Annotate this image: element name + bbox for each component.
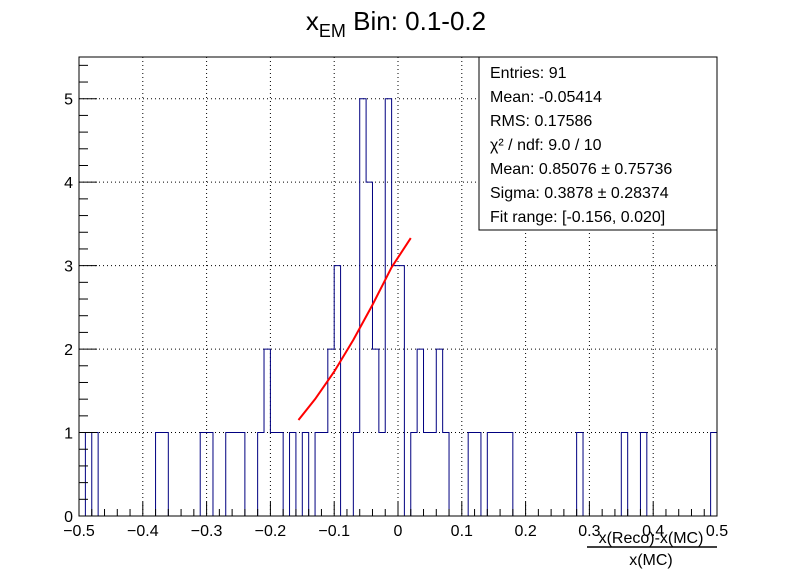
histogram-bin: [385, 99, 391, 516]
xlabel-numerator: x(Reco)-x(MC): [599, 530, 704, 547]
fit-curve: [297, 237, 412, 421]
x-tick-label: −0.5: [63, 523, 95, 540]
histogram-bin: [711, 433, 717, 516]
histogram-bin: [334, 266, 340, 516]
histogram-bin: [621, 433, 627, 516]
x-tick-label: 0.4: [642, 523, 664, 540]
histogram-bin: [468, 433, 474, 516]
histogram-bin: [411, 433, 417, 516]
histogram-bin: [360, 99, 366, 516]
y-tick-label: 0: [64, 509, 73, 526]
xlabel-denominator: x(MC): [629, 552, 673, 569]
histogram-bin: [379, 433, 385, 516]
histogram-bin: [156, 433, 162, 516]
histogram-bin: [162, 433, 168, 516]
y-tick-label: 1: [64, 426, 73, 443]
stats-line: Entries: 91: [490, 65, 567, 82]
x-tick-label: −0.3: [191, 523, 223, 540]
x-tick-label: 0.5: [706, 523, 728, 540]
x-tick-label: 0.1: [451, 523, 473, 540]
stats-box: [478, 56, 718, 231]
histogram-bin: [640, 433, 646, 516]
histogram-bin: [302, 433, 308, 516]
histogram-bin: [506, 433, 512, 516]
histogram-bin: [239, 433, 245, 516]
x-tick-label: −0.2: [255, 523, 287, 540]
fit-layer: [297, 237, 412, 421]
stats-line: χ² / ndf: 9.0 / 10: [490, 137, 602, 154]
chart-title: xEM Bin: 0.1-0.2: [306, 6, 486, 41]
histogram-bin: [290, 433, 296, 516]
histogram-bin: [92, 433, 98, 516]
histogram-bin: [207, 433, 213, 516]
histogram-bin: [577, 433, 583, 516]
histogram-bin: [353, 433, 359, 516]
stats-line: Mean: 0.85076 ± 0.75736: [490, 161, 672, 178]
y-tick-label: 4: [64, 175, 73, 192]
histogram-bin: [417, 349, 423, 516]
stats-line: Mean: -0.05414: [490, 89, 602, 106]
x-tick-label: 0.3: [578, 523, 600, 540]
x-tick-label: −0.1: [318, 523, 350, 540]
histogram-bin: [398, 266, 404, 516]
histogram-bin: [475, 433, 481, 516]
histogram-bin: [500, 433, 506, 516]
title-rest: Bin: 0.1-0.2: [346, 6, 486, 36]
histogram-bin: [494, 433, 500, 516]
histogram-bin: [424, 433, 430, 516]
histogram-bin: [270, 433, 276, 516]
title-main: x: [306, 6, 319, 36]
histogram-bin: [321, 433, 327, 516]
y-tick-label: 2: [64, 342, 73, 359]
y-tick-label: 3: [64, 259, 73, 276]
histogram-bin: [200, 433, 206, 516]
stats-line: Sigma: 0.3878 ± 0.28374: [490, 185, 669, 202]
histogram-bin: [430, 433, 436, 516]
x-tick-label: 0.2: [514, 523, 536, 540]
histogram-bin: [443, 433, 449, 516]
histogram-bin: [258, 433, 264, 516]
axis-layer: −0.5 −0.4 −0.3 −0.2 −0.1 0 0.1 0.2 0.3 0.4 0.5 0 1 2 3…: [63, 64, 728, 540]
histogram-bin: [226, 433, 232, 516]
stats-line: Fit range: [-0.156, 0.020]: [490, 209, 665, 226]
y-tick-label: 5: [64, 92, 73, 109]
histogram-bin: [79, 433, 85, 516]
histogram-bin: [232, 433, 238, 516]
histogram-bin: [392, 266, 398, 516]
histogram-bin: [315, 433, 321, 516]
stats-line: RMS: 0.17586: [490, 113, 592, 130]
stats-layer: Entries: 91 Mean: -0.05414 RMS: 0.17586 χ² …: [490, 65, 672, 226]
x-tick-label: −0.4: [127, 523, 159, 540]
title-subscript: EM: [319, 21, 346, 41]
histogram-bin: [277, 433, 283, 516]
x-tick-label: 0: [394, 523, 403, 540]
histogram-bin: [487, 433, 493, 516]
